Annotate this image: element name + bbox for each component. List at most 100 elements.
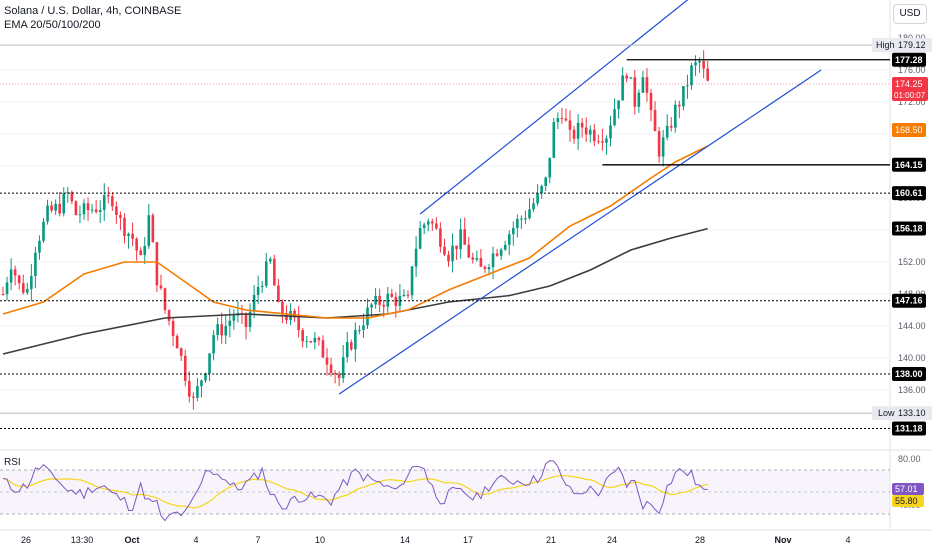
level-tag-label: 164.15 bbox=[895, 160, 923, 170]
candle-body bbox=[443, 246, 446, 255]
candle bbox=[665, 114, 669, 141]
candle-body bbox=[362, 325, 365, 330]
candle-body bbox=[325, 357, 329, 365]
candle bbox=[451, 233, 454, 273]
low-value: 133.10 bbox=[898, 408, 926, 418]
candle bbox=[621, 67, 624, 101]
candle-body bbox=[520, 218, 523, 220]
candle bbox=[431, 218, 434, 231]
candle bbox=[645, 68, 649, 102]
candle bbox=[147, 204, 151, 250]
candle bbox=[337, 371, 341, 387]
channel-lower-line bbox=[338, 69, 822, 395]
candle-body bbox=[629, 77, 633, 79]
candle bbox=[98, 200, 102, 223]
candle bbox=[601, 128, 604, 151]
time-tick-label: 17 bbox=[463, 535, 473, 545]
time-tick-label: 24 bbox=[607, 535, 617, 545]
candle-body bbox=[228, 320, 232, 327]
currency-button[interactable]: USD bbox=[893, 4, 927, 24]
candle-body bbox=[512, 228, 515, 235]
candle bbox=[171, 317, 175, 347]
candle-body bbox=[572, 129, 576, 139]
candle-body bbox=[593, 129, 596, 142]
candle-body bbox=[690, 65, 693, 86]
candle bbox=[21, 274, 25, 295]
ema-20-tag bbox=[892, 123, 926, 137]
candle bbox=[111, 192, 114, 211]
candle bbox=[34, 246, 37, 289]
candle bbox=[366, 298, 369, 329]
candle bbox=[216, 317, 219, 341]
candle-body bbox=[637, 92, 641, 107]
candle bbox=[609, 115, 612, 147]
candle-body bbox=[544, 177, 547, 186]
candle bbox=[402, 289, 406, 298]
candle-body bbox=[123, 217, 126, 237]
candle-body bbox=[641, 77, 645, 93]
candle-body bbox=[686, 85, 689, 87]
candle bbox=[350, 339, 353, 351]
candle-body bbox=[580, 122, 584, 128]
candle-body bbox=[706, 68, 709, 81]
candle-body bbox=[82, 203, 86, 215]
candle bbox=[139, 247, 142, 256]
candle bbox=[661, 129, 665, 167]
candle bbox=[42, 218, 45, 243]
candle bbox=[256, 275, 260, 305]
candle bbox=[479, 249, 483, 267]
candle-body bbox=[374, 295, 377, 305]
candle bbox=[305, 335, 309, 348]
candle-body bbox=[597, 141, 600, 143]
candle-body bbox=[151, 215, 155, 243]
candle bbox=[175, 333, 179, 349]
candle bbox=[495, 248, 499, 257]
candle-body bbox=[309, 341, 313, 343]
candle-body bbox=[333, 372, 337, 375]
candle bbox=[119, 211, 122, 231]
candle-body bbox=[159, 285, 163, 289]
candle bbox=[613, 98, 616, 127]
candle bbox=[406, 290, 410, 299]
candle-body bbox=[62, 193, 66, 214]
level-tag-label: 177.28 bbox=[895, 55, 923, 65]
candle-body bbox=[196, 386, 199, 398]
candle-body bbox=[345, 342, 349, 358]
candle bbox=[706, 60, 709, 82]
candle bbox=[244, 312, 248, 340]
candle bbox=[394, 292, 398, 318]
candle bbox=[102, 183, 106, 222]
candle-body bbox=[252, 294, 256, 312]
candle-body bbox=[42, 221, 45, 241]
candle-body bbox=[13, 269, 17, 276]
candle bbox=[657, 126, 661, 163]
rsi-value: 57.01 bbox=[895, 484, 918, 494]
indicator-title: EMA 20/50/100/200 bbox=[4, 19, 101, 31]
candle-body bbox=[216, 324, 219, 336]
candle-body bbox=[633, 77, 637, 107]
candle bbox=[491, 246, 495, 280]
candle bbox=[455, 245, 458, 260]
candle-body bbox=[467, 244, 471, 258]
candle-body bbox=[94, 209, 98, 212]
candle-body bbox=[260, 285, 264, 287]
candle-body bbox=[657, 131, 661, 157]
candle bbox=[13, 265, 17, 286]
candle bbox=[90, 203, 94, 214]
candle bbox=[556, 112, 560, 130]
rsi-ma-line bbox=[2, 474, 708, 509]
candle-body bbox=[410, 266, 414, 296]
candle-body bbox=[115, 206, 118, 216]
candle bbox=[301, 328, 304, 348]
candle-body bbox=[495, 253, 499, 256]
candle-body bbox=[220, 324, 223, 336]
candle-body bbox=[86, 203, 90, 211]
candle bbox=[273, 254, 276, 286]
candle-body bbox=[30, 275, 33, 289]
candle-body bbox=[402, 294, 406, 296]
candle bbox=[82, 199, 86, 220]
candle-body bbox=[34, 252, 37, 276]
candle-body bbox=[224, 326, 228, 336]
candle-body bbox=[341, 357, 345, 379]
